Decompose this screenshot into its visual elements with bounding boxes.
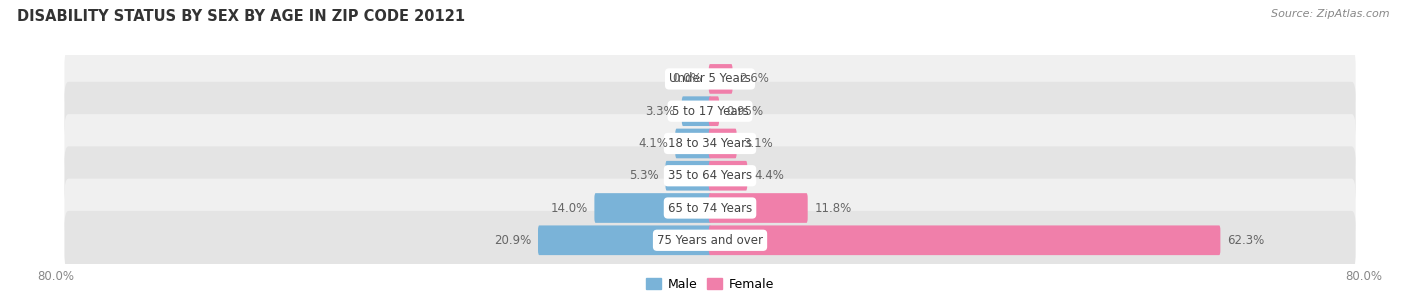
FancyBboxPatch shape — [709, 96, 718, 126]
Text: 2.6%: 2.6% — [740, 72, 769, 85]
Text: 4.4%: 4.4% — [754, 169, 785, 182]
FancyBboxPatch shape — [665, 161, 711, 191]
FancyBboxPatch shape — [709, 64, 733, 94]
Text: 0.95%: 0.95% — [725, 105, 763, 118]
FancyBboxPatch shape — [65, 211, 1355, 270]
FancyBboxPatch shape — [709, 226, 1220, 255]
FancyBboxPatch shape — [538, 226, 711, 255]
Text: Under 5 Years: Under 5 Years — [669, 72, 751, 85]
Text: 35 to 64 Years: 35 to 64 Years — [668, 169, 752, 182]
Text: 14.0%: 14.0% — [550, 202, 588, 215]
Legend: Male, Female: Male, Female — [641, 273, 779, 296]
Text: 11.8%: 11.8% — [814, 202, 852, 215]
FancyBboxPatch shape — [65, 82, 1355, 140]
Text: 0.0%: 0.0% — [672, 72, 702, 85]
FancyBboxPatch shape — [709, 193, 807, 223]
FancyBboxPatch shape — [595, 193, 711, 223]
FancyBboxPatch shape — [709, 129, 737, 158]
Text: 3.1%: 3.1% — [744, 137, 773, 150]
Text: Source: ZipAtlas.com: Source: ZipAtlas.com — [1271, 9, 1389, 19]
FancyBboxPatch shape — [65, 50, 1355, 108]
Text: 20.9%: 20.9% — [494, 234, 531, 247]
Text: 18 to 34 Years: 18 to 34 Years — [668, 137, 752, 150]
FancyBboxPatch shape — [682, 96, 711, 126]
FancyBboxPatch shape — [65, 146, 1355, 205]
FancyBboxPatch shape — [65, 114, 1355, 173]
Text: 5 to 17 Years: 5 to 17 Years — [672, 105, 748, 118]
FancyBboxPatch shape — [709, 161, 747, 191]
FancyBboxPatch shape — [65, 179, 1355, 237]
Text: 75 Years and over: 75 Years and over — [657, 234, 763, 247]
Text: 62.3%: 62.3% — [1227, 234, 1264, 247]
Text: 5.3%: 5.3% — [628, 169, 658, 182]
Text: 65 to 74 Years: 65 to 74 Years — [668, 202, 752, 215]
Text: 3.3%: 3.3% — [645, 105, 675, 118]
Text: DISABILITY STATUS BY SEX BY AGE IN ZIP CODE 20121: DISABILITY STATUS BY SEX BY AGE IN ZIP C… — [17, 9, 465, 24]
FancyBboxPatch shape — [675, 129, 711, 158]
Text: 4.1%: 4.1% — [638, 137, 668, 150]
